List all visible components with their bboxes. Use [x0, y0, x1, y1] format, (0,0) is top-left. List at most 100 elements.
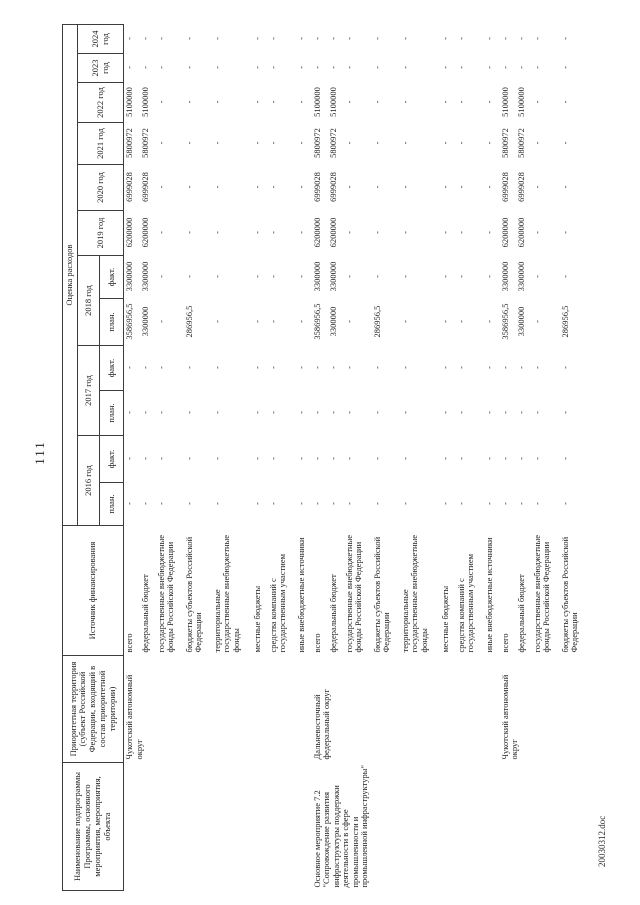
value-cell: -	[251, 502, 262, 505]
value-cell: -	[483, 66, 494, 69]
territory-cell: Чукотский автономный округ	[124, 674, 144, 760]
value-cell: -	[531, 366, 542, 369]
value-cell: 286956,5	[183, 305, 194, 338]
value-cell: -	[251, 275, 262, 278]
value-cell: -	[399, 66, 410, 69]
value-cell: -	[124, 457, 134, 460]
value-cell: -	[155, 320, 166, 323]
value-cell: -	[343, 502, 354, 505]
value-cell: -	[343, 411, 354, 414]
value-cell: -	[295, 100, 306, 104]
value-cell: 6200000	[124, 217, 134, 248]
value-cell: -	[267, 185, 278, 189]
value-cell: -	[455, 411, 466, 414]
value-cell: -	[343, 185, 354, 189]
value-cell: -	[499, 411, 510, 414]
header-year-2017: 2017 год	[77, 345, 100, 436]
value-cell: -	[531, 502, 542, 505]
value-cell: -	[371, 100, 382, 104]
value-cell: -	[139, 502, 150, 505]
value-cell: 3300000	[139, 261, 150, 292]
value-cell: -	[559, 411, 570, 414]
funding-source-cell: федеральный бюджет	[515, 574, 526, 653]
value-cell: 3586956,5	[124, 303, 134, 340]
value-cell: 3300000	[311, 261, 322, 292]
value-cell: -	[327, 66, 338, 69]
value-cell: -	[251, 37, 262, 40]
value-cell: -	[155, 66, 166, 69]
value-cell: 5100000	[311, 87, 322, 117]
funding-source-cell: государственные внебюджетные фонды Росси…	[531, 534, 552, 653]
value-cell: -	[139, 366, 150, 369]
value-cell: -	[155, 411, 166, 414]
funding-source-cell: территориальные государственные внебюдже…	[211, 534, 241, 653]
value-cell: -	[124, 502, 134, 505]
value-cell: -	[559, 66, 570, 69]
value-cell: -	[211, 66, 222, 69]
value-cell: -	[251, 411, 262, 414]
value-cell: 6200000	[515, 217, 526, 248]
value-cell: -	[183, 185, 194, 189]
value-cell: -	[183, 100, 194, 104]
value-cell: 3586956,5	[311, 303, 322, 340]
value-cell: 5800972	[327, 128, 338, 158]
value-cell: -	[371, 457, 382, 460]
value-cell: 5800972	[124, 128, 134, 158]
value-cell: -	[399, 141, 410, 145]
value-cell: -	[251, 320, 262, 323]
value-cell: -	[455, 185, 466, 189]
header-year-2016: 2016 год	[77, 435, 100, 526]
value-cell: -	[439, 320, 450, 323]
value-cell: -	[439, 457, 450, 460]
funding-source-cell: местные бюджеты	[251, 585, 262, 653]
header-territory: Приоритетная территория (субъект Российс…	[62, 655, 124, 763]
value-cell: -	[311, 502, 322, 505]
value-cell: -	[295, 185, 306, 189]
value-cell: -	[343, 457, 354, 460]
header-2018-fact: факт.	[99, 255, 124, 299]
value-cell: -	[211, 457, 222, 460]
value-cell: -	[183, 411, 194, 414]
value-cell: -	[211, 411, 222, 414]
value-cell: -	[439, 100, 450, 104]
value-cell: -	[455, 502, 466, 505]
value-cell: 6999028	[124, 172, 134, 202]
value-cell: -	[139, 66, 150, 69]
value-cell: -	[371, 141, 382, 145]
value-cell: -	[155, 366, 166, 369]
value-cell: -	[267, 457, 278, 460]
table-row: Основное мероприятие 7.2 "Сопровождение …	[311, 25, 370, 891]
value-cell: -	[311, 37, 322, 40]
value-cell: -	[267, 502, 278, 505]
value-cell: 6200000	[499, 217, 510, 248]
funding-source-cell: местные бюджеты	[439, 585, 450, 653]
value-cell: -	[155, 457, 166, 460]
funding-source-cell: средства компаний с государственным учас…	[267, 554, 288, 653]
value-cell: -	[439, 141, 450, 145]
value-cell: -	[251, 100, 262, 104]
value-cell: -	[531, 275, 542, 278]
value-cell: -	[183, 366, 194, 369]
value-cell: 3300000	[327, 261, 338, 292]
value-cell: -	[483, 141, 494, 145]
value-cell: -	[139, 37, 150, 40]
header-row-1: Наименование подпрограммы Программы, осн…	[62, 24, 124, 891]
program-name-cell	[124, 763, 312, 891]
value-cell: 5100000	[124, 87, 134, 117]
value-cell: -	[483, 231, 494, 234]
value-cell: -	[455, 37, 466, 40]
page-number: 111	[32, 440, 47, 465]
value-cell: -	[439, 66, 450, 69]
funding-source-cell: государственные внебюджетные фонды Росси…	[155, 534, 176, 653]
document-footer: 20030312.doc	[597, 815, 607, 867]
value-cell: -	[499, 366, 510, 369]
value-cell: -	[327, 37, 338, 40]
value-cell: -	[211, 366, 222, 369]
value-cell: -	[295, 457, 306, 460]
value-cell: -	[251, 141, 262, 145]
value-cell: -	[515, 502, 526, 505]
value-cell: 3586956,5	[499, 303, 510, 340]
funding-source-cell: федеральный бюджет	[139, 574, 150, 653]
value-cell: -	[183, 231, 194, 234]
